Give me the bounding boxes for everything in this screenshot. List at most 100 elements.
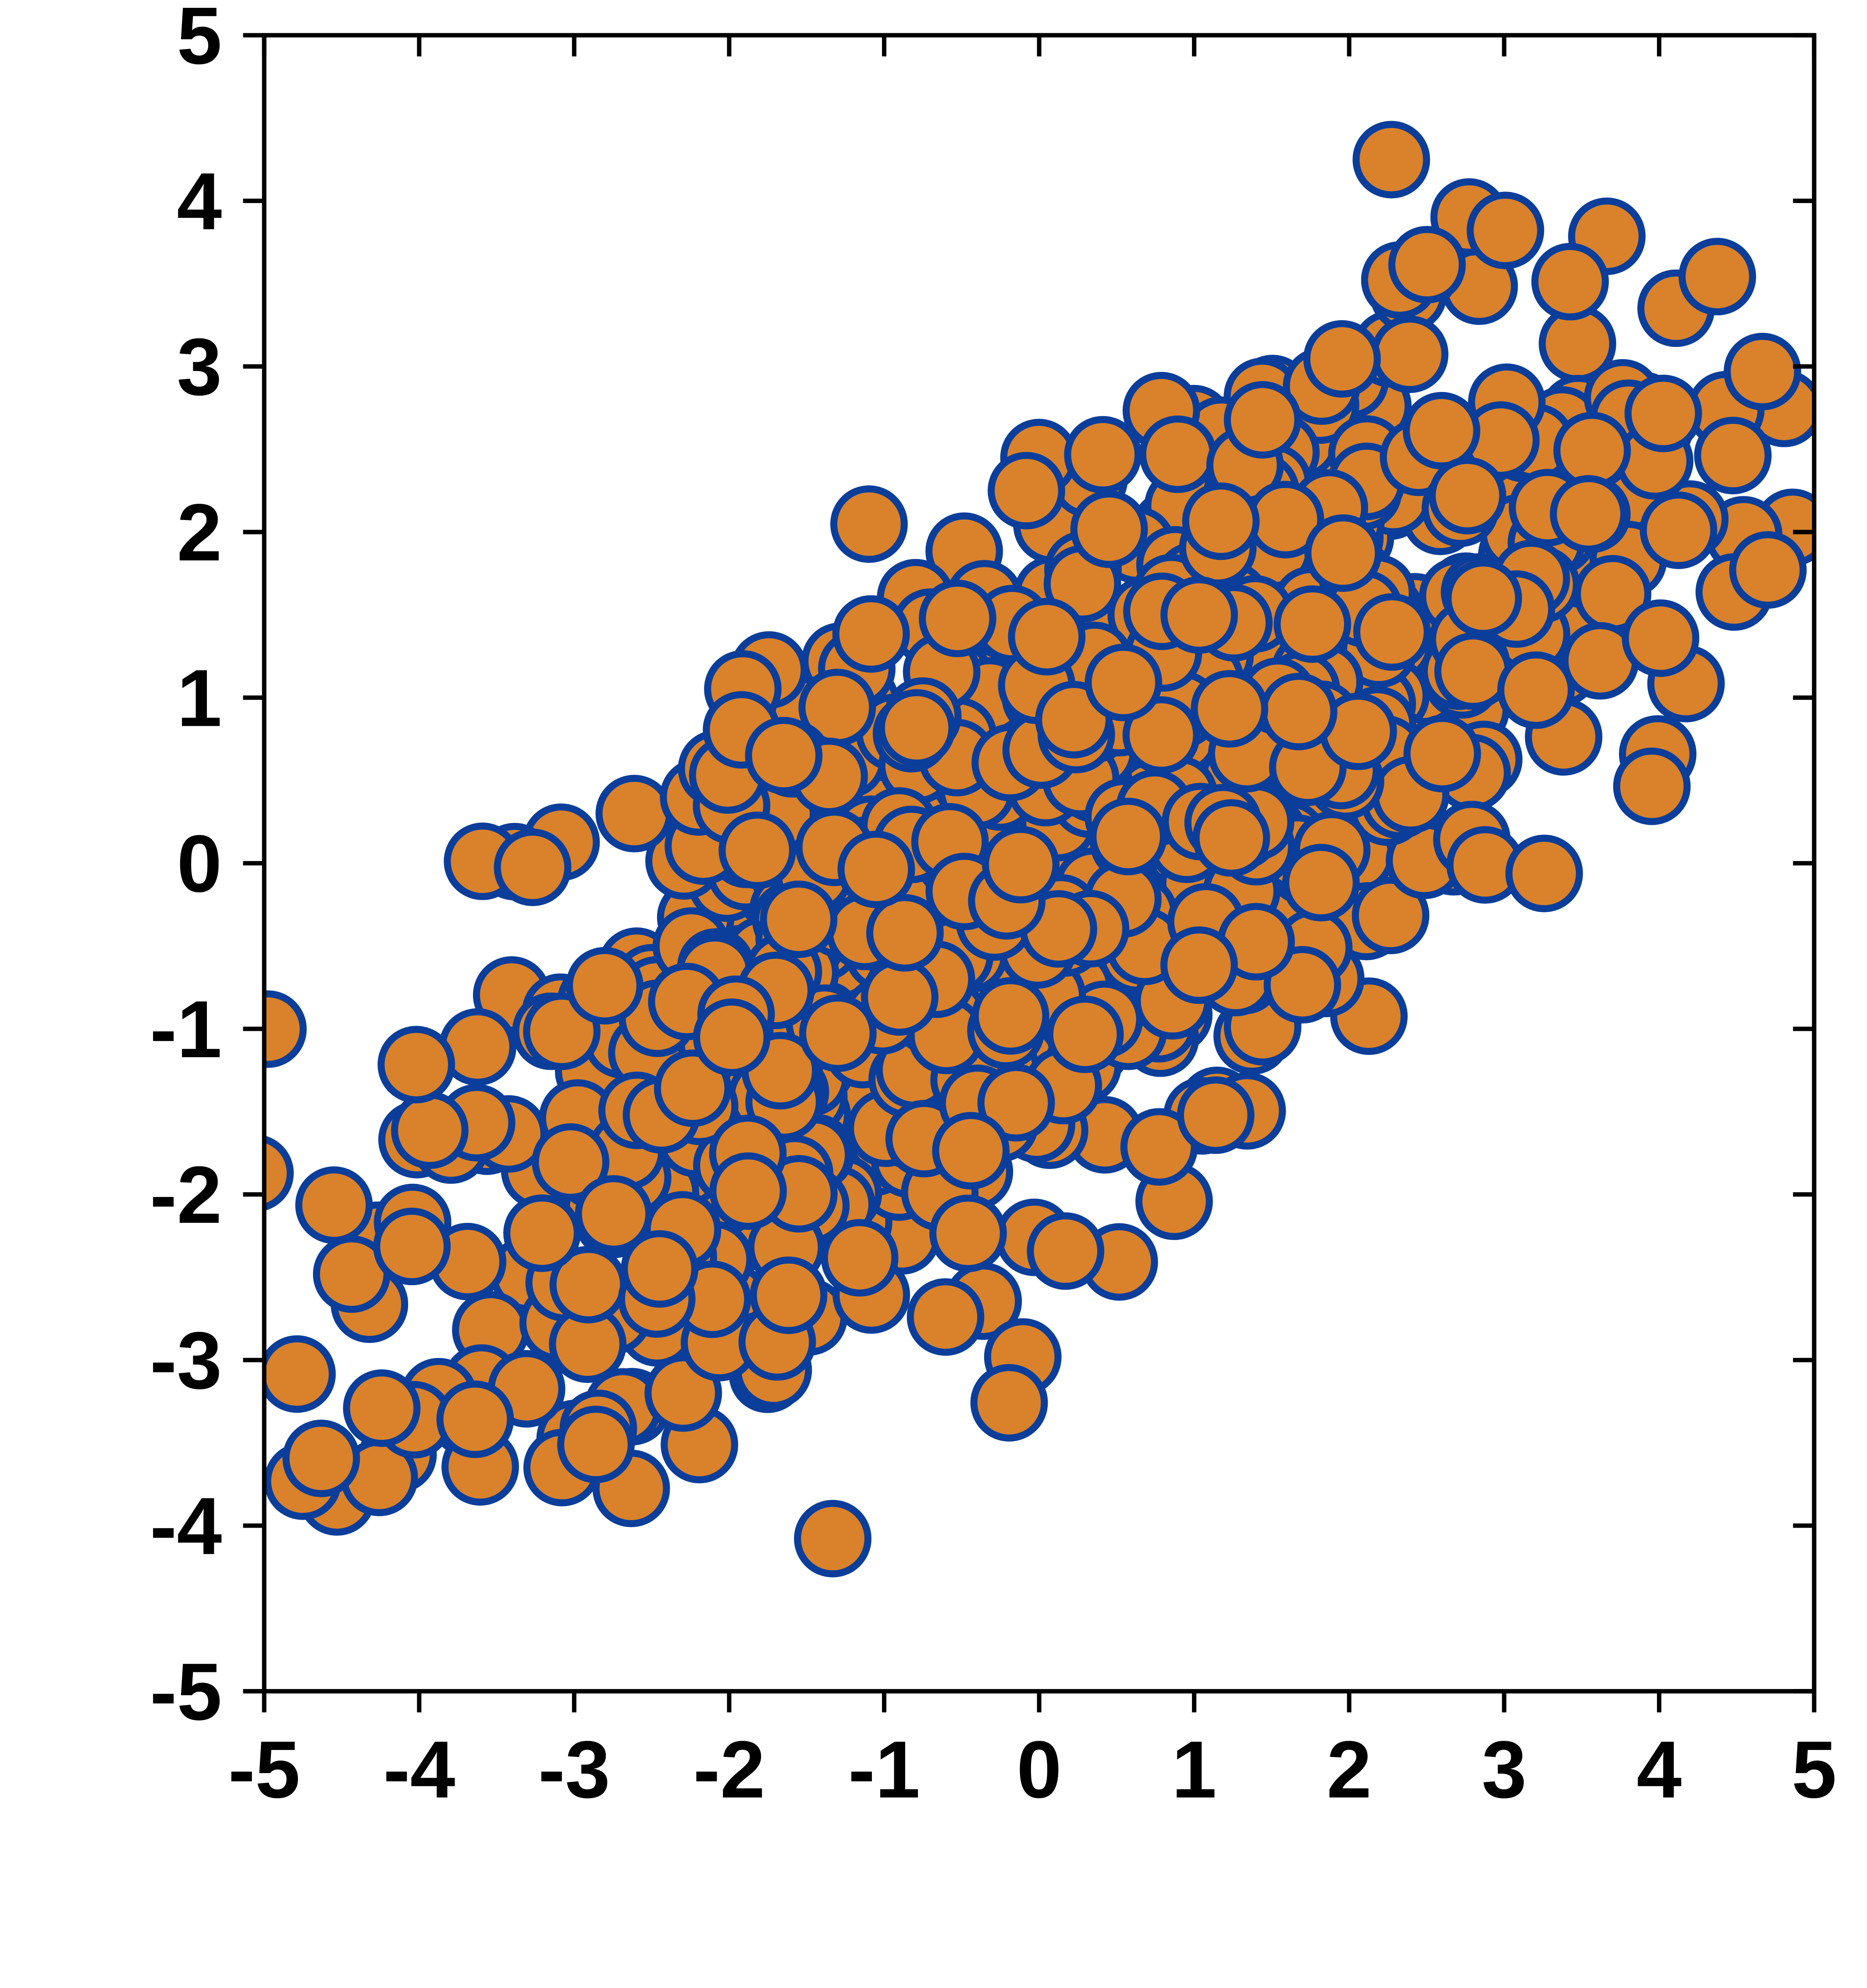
scatter-point — [882, 693, 952, 763]
scatter-point — [975, 981, 1046, 1051]
scatter-point — [1181, 1080, 1251, 1151]
scatter-point — [599, 778, 670, 849]
scatter-point — [1196, 803, 1267, 873]
scatter-point — [797, 1503, 868, 1574]
scatter-chart: -5-4-3-2-1012345-5-4-3-2-1012345 — [0, 0, 1867, 1988]
y-tick-label: -2 — [150, 1150, 222, 1240]
scatter-point — [825, 1222, 895, 1293]
scatter-point — [1733, 534, 1803, 605]
scatter-point — [1263, 676, 1334, 747]
scatter-point — [1617, 751, 1687, 822]
scatter-point — [803, 998, 873, 1069]
scatter-point — [1432, 460, 1503, 531]
scatter-point — [1143, 419, 1213, 490]
scatter-point — [1682, 241, 1753, 312]
x-tick-label: -1 — [848, 1724, 920, 1815]
scatter-point — [1535, 246, 1605, 317]
scatter-point — [985, 830, 1056, 900]
scatter-point — [841, 834, 912, 905]
scatter-point — [1307, 324, 1377, 394]
scatter-point — [1470, 195, 1541, 266]
scatter-point — [1088, 647, 1159, 718]
chart-svg: -5-4-3-2-1012345-5-4-3-2-1012345 — [0, 0, 1867, 1987]
scatter-point — [922, 583, 993, 654]
scatter-point — [1374, 319, 1445, 390]
scatter-point — [1392, 229, 1462, 300]
scatter-point — [1357, 597, 1427, 667]
scatter-point — [864, 962, 935, 1032]
x-tick-label: 1 — [1172, 1724, 1217, 1815]
scatter-point — [1727, 336, 1798, 407]
scatter-point — [1067, 420, 1138, 490]
scatter-point — [377, 1211, 447, 1282]
scatter-point — [1093, 801, 1163, 872]
scatter-point — [713, 1156, 783, 1226]
scatter-point — [1628, 378, 1699, 449]
x-tick-label: 2 — [1326, 1724, 1372, 1815]
scatter-point — [1227, 385, 1298, 455]
scatter-point — [754, 1260, 824, 1331]
scatter-point — [1406, 395, 1477, 466]
scatter-point — [262, 1339, 332, 1409]
scatter-point — [381, 1030, 452, 1100]
scatter-point — [1557, 415, 1628, 486]
scatter-point — [1448, 563, 1518, 634]
scatter-point — [1186, 486, 1256, 556]
scatter-point — [1164, 580, 1234, 650]
x-tick-label: -4 — [383, 1724, 455, 1815]
scatter-point — [1277, 589, 1348, 659]
x-tick-label: -5 — [228, 1724, 300, 1815]
scatter-point — [834, 489, 904, 559]
y-tick-label: -1 — [150, 984, 222, 1075]
scatter-point — [1554, 479, 1624, 549]
y-tick-label: -3 — [150, 1316, 222, 1406]
y-tick-label: 1 — [177, 653, 222, 744]
scatter-point — [764, 884, 834, 955]
scatter-point — [569, 951, 640, 1021]
x-tick-label: -2 — [693, 1724, 765, 1815]
scatter-point — [561, 1409, 631, 1480]
scatter-point — [1030, 1216, 1101, 1286]
scatter-point — [498, 832, 568, 903]
scatter-point — [440, 1384, 511, 1455]
x-tick-label: -3 — [538, 1724, 610, 1815]
scatter-point — [1407, 718, 1478, 789]
scatter-point — [1011, 602, 1082, 672]
x-tick-label: 3 — [1482, 1724, 1527, 1815]
x-tick-label: 0 — [1017, 1724, 1062, 1815]
y-tick-label: 3 — [177, 322, 222, 412]
scatter-point — [1356, 125, 1427, 195]
scatter-point — [1286, 848, 1356, 918]
scatter-point — [579, 1179, 649, 1249]
scatter-point — [935, 1115, 1006, 1186]
y-tick-label: 2 — [177, 488, 222, 578]
scatter-point — [974, 1368, 1045, 1438]
y-tick-label: 5 — [177, 0, 222, 81]
scatter-point — [748, 720, 819, 791]
x-tick-label: 4 — [1636, 1724, 1682, 1815]
scatter-point — [1643, 495, 1714, 566]
scatter-point — [1501, 655, 1572, 726]
y-tick-label: -4 — [150, 1481, 222, 1571]
scatter-point — [395, 1095, 465, 1165]
scatter-point — [507, 1198, 577, 1268]
scatter-point — [1308, 518, 1379, 588]
scatter-point — [991, 456, 1062, 526]
y-tick-label: 4 — [177, 157, 222, 247]
scatter-point — [836, 599, 907, 669]
y-tick-label: -5 — [150, 1647, 222, 1737]
scatter-point — [1074, 494, 1145, 565]
scatter-point — [1509, 838, 1579, 909]
scatter-point — [910, 1282, 981, 1352]
scatter-point — [299, 1170, 370, 1240]
scatter-point — [286, 1423, 356, 1494]
scatter-point — [722, 815, 793, 886]
scatter-point — [1698, 420, 1768, 491]
scatter-point — [697, 1002, 767, 1072]
scatter-point — [933, 1198, 1003, 1268]
x-tick-label: 5 — [1792, 1724, 1837, 1815]
scatter-point — [1164, 930, 1234, 1001]
scatter-point — [346, 1373, 417, 1443]
scatter-point — [1625, 603, 1696, 673]
scatter-point — [1050, 999, 1120, 1070]
